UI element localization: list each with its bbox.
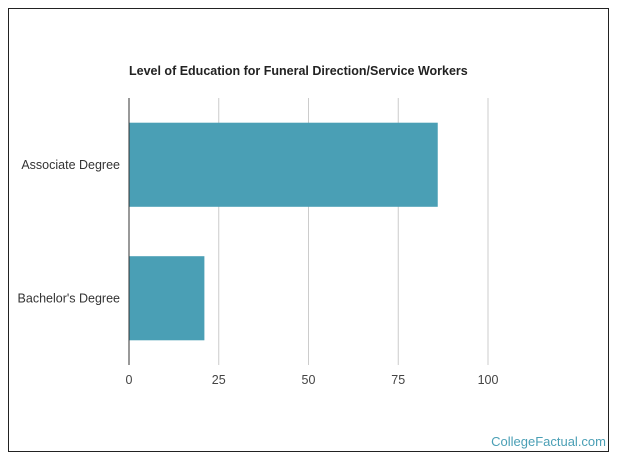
bar-associate-degree <box>129 122 438 207</box>
x-tick-label-25: 25 <box>212 373 226 387</box>
labels: 0 25 50 75 100 Associate Degree Bachelor's Deg… <box>18 158 499 387</box>
x-tick-label-0: 0 <box>126 373 133 387</box>
x-tick-label-75: 75 <box>391 373 405 387</box>
category-label-associate-degree: Associate Degree <box>21 158 120 172</box>
x-tick-label-100: 100 <box>478 373 499 387</box>
bars <box>129 122 438 341</box>
x-tick-label-50: 50 <box>302 373 316 387</box>
category-label-bachelor-s-degree: Bachelor's Degree <box>18 291 120 305</box>
watermark-link[interactable]: CollegeFactual.com <box>491 434 606 449</box>
bar-bachelor-s-degree <box>129 256 205 341</box>
chart-title: Level of Education for Funeral Direction… <box>129 64 468 78</box>
